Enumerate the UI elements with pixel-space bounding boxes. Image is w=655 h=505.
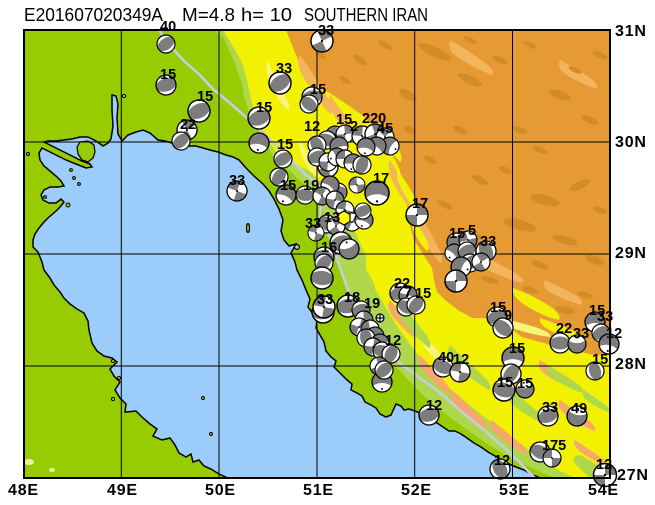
svg-text:33: 33 [573,326,589,342]
svg-text:12: 12 [304,119,320,135]
svg-text:13: 13 [324,210,340,226]
svg-text:33: 33 [480,234,496,250]
svg-text:49: 49 [571,401,587,417]
svg-text:15: 15 [589,303,605,319]
svg-text:33: 33 [317,292,333,308]
svg-text:15: 15 [280,178,296,194]
svg-text:17: 17 [412,196,428,212]
svg-text:h= 10: h= 10 [241,5,292,25]
svg-text:49E: 49E [107,482,138,499]
svg-text:51E: 51E [303,482,334,499]
svg-text:175: 175 [542,438,566,454]
svg-text:16: 16 [321,240,337,256]
svg-text:15: 15 [497,375,513,391]
svg-text:12: 12 [606,326,622,342]
svg-text:9: 9 [504,308,512,324]
svg-text:33: 33 [305,216,321,232]
svg-text:15: 15 [256,100,272,116]
svg-text:33: 33 [229,173,245,189]
svg-text:15: 15 [415,286,431,302]
svg-text:48E: 48E [8,482,39,499]
svg-text:54E: 54E [588,482,619,499]
svg-text:30N: 30N [615,134,647,151]
svg-text:52E: 52E [401,482,432,499]
svg-text:40: 40 [438,350,454,366]
svg-text:50E: 50E [205,482,236,499]
svg-text:E201607020349A: E201607020349A [24,5,163,25]
svg-text:15: 15 [197,89,213,105]
svg-text:12: 12 [426,398,442,414]
svg-text:12: 12 [385,333,401,349]
svg-text:17: 17 [373,171,389,187]
svg-text:19: 19 [303,178,319,194]
svg-text:22: 22 [180,117,196,133]
svg-text:15: 15 [310,82,326,98]
svg-text:27N: 27N [617,467,649,484]
svg-text:15: 15 [336,112,352,128]
svg-text:22: 22 [394,276,410,292]
svg-text:7: 7 [404,285,412,301]
svg-text:12: 12 [494,453,510,469]
svg-text:15: 15 [592,352,608,368]
svg-text:12: 12 [596,457,612,473]
svg-text:29N: 29N [615,245,647,262]
svg-text:15: 15 [509,341,525,357]
svg-text:18: 18 [344,290,360,306]
svg-text:220: 220 [362,111,386,127]
svg-text:53E: 53E [499,482,530,499]
svg-text:5: 5 [468,223,476,239]
svg-text:M=4.8: M=4.8 [182,5,235,25]
svg-text:12: 12 [453,352,469,368]
svg-text:31N: 31N [615,23,647,40]
svg-text:45: 45 [377,121,393,137]
svg-text:15: 15 [277,137,293,153]
svg-text:22: 22 [556,321,572,337]
svg-text:SOUTHERN IRAN: SOUTHERN IRAN [304,5,428,25]
svg-text:15: 15 [449,226,465,242]
svg-text:15: 15 [160,67,176,83]
svg-text:15: 15 [490,300,506,316]
svg-text:19: 19 [364,296,380,312]
svg-text:33: 33 [276,61,292,77]
svg-text:2: 2 [350,119,358,135]
svg-text:15: 15 [517,376,533,392]
svg-text:33: 33 [542,400,558,416]
svg-text:28N: 28N [615,356,647,373]
